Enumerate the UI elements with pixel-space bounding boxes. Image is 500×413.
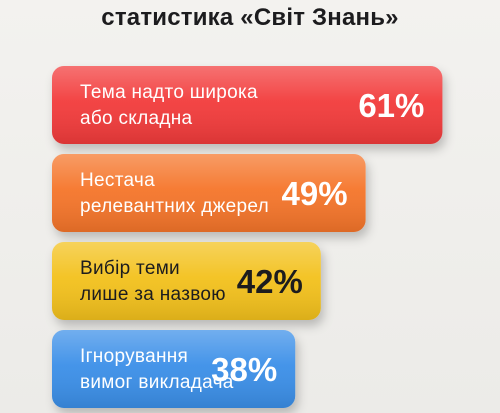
bar-category-label: Ігнорування [80, 346, 188, 367]
bar-value-label: 38% [211, 351, 277, 388]
bar-category-label: або складна [80, 108, 193, 129]
chart-title: статистика «Світ Знань» [101, 4, 399, 31]
bar-highlight [52, 66, 443, 144]
bar-highlight [52, 154, 366, 232]
bar-highlight [52, 330, 296, 408]
bar-category-label: Вибір теми [80, 258, 180, 279]
bar-highlight [52, 242, 321, 320]
bar-category-label: Нестача [80, 170, 155, 191]
bar-value-label: 42% [237, 263, 303, 300]
bar-category-label: лише за назвою [80, 284, 226, 305]
bar-group: Нестача релевантних джерел 49% [52, 154, 366, 232]
bar-category-label: вимог викладача [80, 372, 234, 393]
bar-category-label: Тема надто широка [80, 82, 258, 103]
bar-group: Тема надто широка або складна 61% [52, 66, 443, 144]
bar-value-label: 61% [358, 87, 424, 124]
bar-category-label: релевантних джерел [80, 196, 269, 217]
bar-group: Вибір теми лише за назвою 42% [52, 242, 321, 320]
bar-value-label: 49% [282, 175, 348, 212]
